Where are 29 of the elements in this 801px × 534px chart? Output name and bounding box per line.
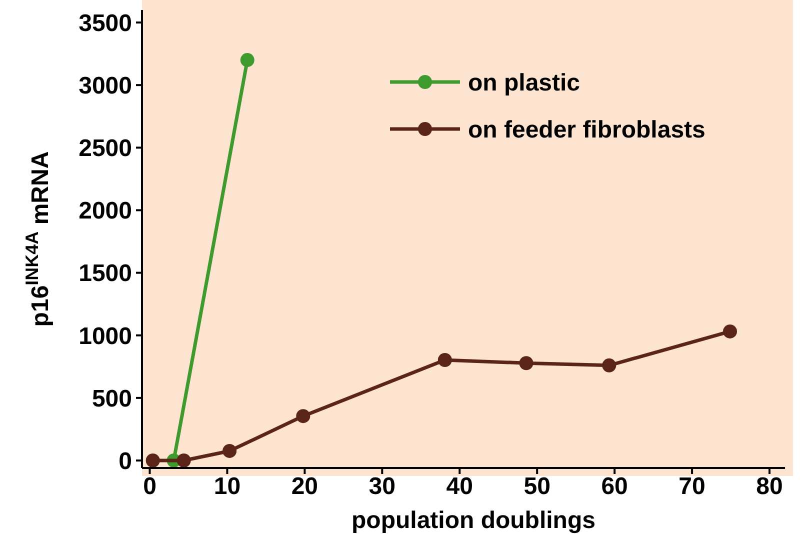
x-tick-label: 50 xyxy=(524,473,550,500)
point xyxy=(519,356,534,370)
y-tick-label: 1500 xyxy=(78,260,132,288)
point xyxy=(146,453,160,468)
point xyxy=(296,409,310,424)
x-tick-label: 70 xyxy=(678,473,706,500)
x-tick-label: 40 xyxy=(446,473,473,500)
x-axis-title: population doublings xyxy=(352,507,596,534)
point xyxy=(722,324,737,338)
legend-label: on plastic xyxy=(468,69,580,96)
point xyxy=(222,444,237,458)
point xyxy=(602,358,616,372)
y-tick-label: 500 xyxy=(92,385,132,412)
x-tick-label: 0 xyxy=(143,473,156,500)
x-tick-label: 80 xyxy=(756,473,783,500)
y-tick-label: 2500 xyxy=(78,135,132,162)
y-tick-label: 2000 xyxy=(78,198,132,225)
legend-label: on feeder fibroblasts xyxy=(468,116,706,144)
y-tick-label: 0 xyxy=(118,448,132,475)
x-tick-label: 60 xyxy=(601,473,628,500)
y-tick-label: 3000 xyxy=(78,72,132,100)
x-tick-label: 20 xyxy=(291,473,318,500)
x-tick-label: 30 xyxy=(368,473,396,500)
y-tick-label: 3500 xyxy=(78,10,132,37)
point xyxy=(240,53,254,68)
x-tick-label: 10 xyxy=(214,473,241,500)
y-tick-label: 1000 xyxy=(78,322,132,350)
point xyxy=(438,353,452,368)
point xyxy=(176,453,191,468)
